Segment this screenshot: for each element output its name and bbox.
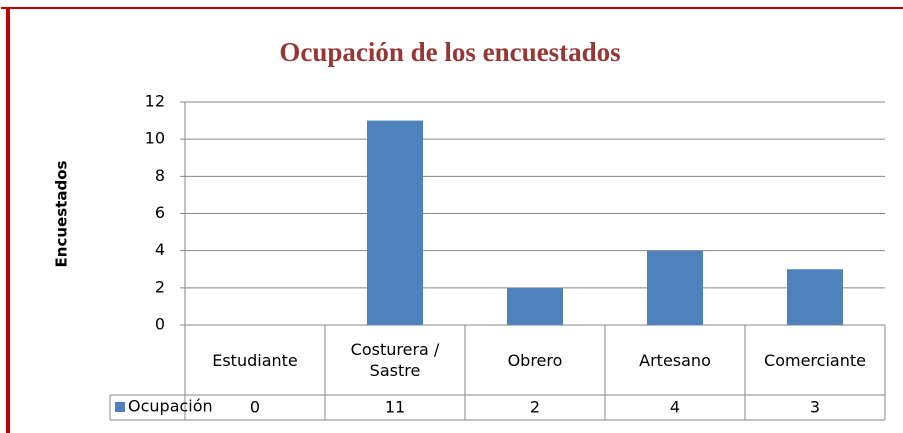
category-label: Comerciante [764,350,866,370]
y-axis-label: Encuestados [53,161,71,268]
legend-label: Ocupación [128,397,213,416]
y-tick-label: 0 [155,315,165,334]
y-tick-label: 10 [145,129,165,148]
category-label: Estudiante [212,350,298,370]
data-table-value: 11 [385,398,405,417]
y-tick-label: 8 [155,166,165,185]
y-tick-label: 6 [155,203,165,222]
data-table-value: 3 [810,398,820,417]
category-label-box: Estudiante [212,350,298,370]
y-tick-label: 2 [155,277,165,296]
legend-swatch [115,402,125,412]
y-tick-label: 4 [155,240,165,259]
data-table-value: 4 [670,398,680,417]
bar [647,250,703,325]
category-label-box: Costurera / Sastre [350,340,440,380]
bar [367,120,423,325]
category-label: Obrero [507,350,563,370]
chart-title: Ocupación de los encuestados [279,37,620,67]
data-table-value: 0 [250,398,260,417]
category-label-box: Artesano [639,350,711,370]
bar [507,287,563,325]
bar [787,269,843,325]
category-label-box: Obrero [507,350,563,370]
category-label: Costurera / Sastre [350,340,440,380]
category-label-box: Comerciante [764,350,866,370]
y-tick-label: 12 [145,92,165,111]
category-label: Artesano [639,350,711,370]
data-table-value: 2 [530,398,540,417]
